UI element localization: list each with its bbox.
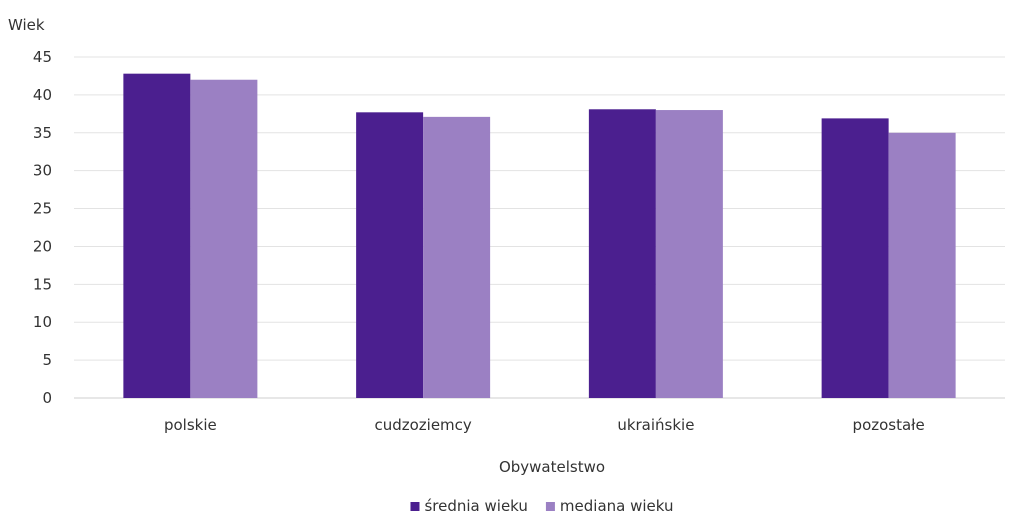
bar-mediana-3 <box>888 132 956 398</box>
y-tick-label: 25 <box>33 200 52 218</box>
y-axis-title: Wiek <box>8 16 45 34</box>
y-tick-label: 40 <box>33 86 52 104</box>
legend-swatch <box>545 502 555 511</box>
x-axis-ticks: polskie cudzoziemcy ukraińskie pozostałe <box>164 416 925 434</box>
bar-mediana-2 <box>655 110 723 399</box>
bars <box>123 73 956 399</box>
y-tick-label: 45 <box>33 48 52 66</box>
legend-swatch <box>410 502 420 511</box>
bar-srednia-1 <box>356 112 424 398</box>
y-tick-label: 5 <box>42 351 52 369</box>
x-axis-title: Obywatelstwo <box>499 458 605 476</box>
x-tick-label: ukraińskie <box>617 416 694 434</box>
x-tick-label: pozostałe <box>853 416 925 434</box>
bar-mediana-0 <box>190 79 258 398</box>
bar-srednia-0 <box>123 73 191 398</box>
y-tick-label: 0 <box>42 389 52 407</box>
y-axis-ticks: 0 5 10 15 20 25 30 35 40 45 <box>33 48 52 407</box>
y-tick-label: 20 <box>33 237 52 255</box>
y-tick-label: 30 <box>33 162 52 180</box>
legend-item: średnia wieku <box>410 497 528 515</box>
y-tick-label: 35 <box>33 124 52 142</box>
legend-label: średnia wieku <box>424 497 527 515</box>
legend-label: mediana wieku <box>560 497 674 515</box>
y-tick-label: 15 <box>33 275 52 293</box>
bar-srednia-2 <box>588 109 656 398</box>
y-tick-label: 10 <box>33 313 52 331</box>
x-tick-label: cudzoziemcy <box>374 416 471 434</box>
bar-srednia-3 <box>821 118 889 398</box>
legend-item: mediana wieku <box>545 497 674 515</box>
legend: średnia wieku mediana wieku <box>410 497 674 515</box>
bar-mediana-1 <box>423 116 491 398</box>
x-tick-label: polskie <box>164 416 217 434</box>
